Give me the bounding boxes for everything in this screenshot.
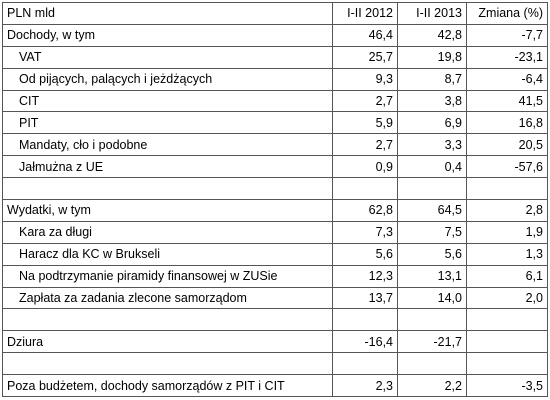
value-cell: 64,5: [397, 199, 467, 222]
blank-cell: [332, 308, 398, 332]
blank-cell: [397, 352, 467, 376]
value-cell: 8,7: [397, 67, 467, 91]
header-cell: Zmiana (%): [466, 2, 548, 25]
value-cell: 2,7: [332, 89, 398, 113]
value-cell: 13,1: [397, 264, 467, 288]
blank-cell: [397, 308, 467, 332]
data-row: VAT 25,7 19,8 -23,1: [2, 45, 548, 69]
data-row: Na podtrzymanie piramidy finansowej w ZU…: [2, 264, 548, 288]
data-row: Mandaty, cło i podobne 2,7 3,3 20,5: [2, 133, 548, 157]
value-cell: 13,7: [332, 286, 398, 310]
value-cell: 16,8: [466, 111, 548, 135]
header-cell: PLN mld: [2, 2, 333, 25]
value-cell: 5,9: [332, 111, 398, 135]
row-label: Haracz dla KC w Brukseli: [2, 242, 333, 266]
data-row: Od pijących, palących i jeżdżących 9,3 8,7…: [2, 67, 548, 91]
data-row: PIT 5,9 6,9 16,8: [2, 111, 548, 135]
blank-cell: [332, 177, 398, 201]
blank-cell: [466, 352, 548, 376]
value-cell: 41,5: [466, 89, 548, 113]
row-label: Dochody, w tym: [2, 23, 333, 47]
value-cell: 1,9: [466, 220, 548, 244]
value-cell: 5,6: [332, 242, 398, 266]
blank-cell: [2, 177, 333, 201]
value-cell: -16,4: [332, 330, 398, 354]
header-cell: I-II 2013: [397, 2, 467, 25]
row-label: VAT: [2, 45, 333, 69]
value-cell: 2,7: [332, 133, 398, 157]
value-cell: -3,5: [466, 374, 548, 398]
blank-cell: [2, 352, 333, 376]
value-cell: 1,3: [466, 242, 548, 266]
row-label: Mandaty, cło i podobne: [2, 133, 333, 157]
data-row: Dochody, w tym 46,4 42,8 -7,7: [2, 23, 548, 47]
value-cell: 3,3: [397, 133, 467, 157]
value-cell: 2,8: [466, 199, 548, 222]
row-label: Od pijących, palących i jeżdżących: [2, 67, 333, 91]
row-label: Poza budżetem, dochody samorządów z PIT …: [2, 374, 333, 398]
data-row: Poza budżetem, dochody samorządów z PIT …: [2, 374, 548, 398]
data-row: CIT 2,7 3,8 41,5: [2, 89, 548, 113]
data-row: Jałmużna z UE 0,9 0,4 -57,6: [2, 155, 548, 179]
value-cell: -57,6: [466, 155, 548, 179]
value-cell: -21,7: [397, 330, 467, 354]
row-label: Wydatki, w tym: [2, 199, 333, 222]
data-row: Dziura -16,4 -21,7: [2, 330, 548, 354]
value-cell: 25,7: [332, 45, 398, 69]
value-cell: 46,4: [332, 23, 398, 47]
data-row: Zapłata za zadania zlecone samorządom 13,…: [2, 286, 548, 310]
value-cell: 2,2: [397, 374, 467, 398]
row-label: Dziura: [2, 330, 333, 354]
value-cell: 0,4: [397, 155, 467, 179]
blank-cell: [2, 308, 333, 332]
row-label: CIT: [2, 89, 333, 113]
data-row: Wydatki, w tym 62,8 64,5 2,8: [2, 199, 548, 222]
value-cell: 20,5: [466, 133, 548, 157]
value-cell: 5,6: [397, 242, 467, 266]
blank-cell: [466, 177, 548, 201]
value-cell: 2,3: [332, 374, 398, 398]
row-label: Kara za długi: [2, 220, 333, 244]
data-row: Kara za długi 7,3 7,5 1,9: [2, 220, 548, 244]
value-cell: 2,0: [466, 286, 548, 310]
row-label: Jałmużna z UE: [2, 155, 333, 179]
value-cell: -23,1: [466, 45, 548, 69]
value-cell: 7,5: [397, 220, 467, 244]
value-cell: 62,8: [332, 199, 398, 222]
data-row: Haracz dla KC w Brukseli 5,6 5,6 1,3: [2, 242, 548, 266]
header-row: PLN mld I-II 2012 I-II 2013 Zmiana (%): [2, 2, 548, 25]
row-label: PIT: [2, 111, 333, 135]
blank-row: [2, 308, 548, 332]
blank-cell: [466, 308, 548, 332]
value-cell: 6,1: [466, 264, 548, 288]
blank-cell: [397, 177, 467, 201]
value-cell: 19,8: [397, 45, 467, 69]
blank-row: [2, 177, 548, 201]
header-cell: I-II 2012: [332, 2, 398, 25]
value-cell: -7,7: [466, 23, 548, 47]
value-cell: 0,9: [332, 155, 398, 179]
value-cell: 7,3: [332, 220, 398, 244]
value-cell: 6,9: [397, 111, 467, 135]
value-cell: 9,3: [332, 67, 398, 91]
blank-cell: [332, 352, 398, 376]
value-cell: 14,0: [397, 286, 467, 310]
value-cell: 42,8: [397, 23, 467, 47]
value-cell: 3,8: [397, 89, 467, 113]
blank-row: [2, 352, 548, 376]
value-cell: 12,3: [332, 264, 398, 288]
empty-cell: [466, 330, 548, 354]
row-label: Na podtrzymanie piramidy finansowej w ZU…: [2, 264, 333, 288]
value-cell: -6,4: [466, 67, 548, 91]
row-label: Zapłata za zadania zlecone samorządom: [2, 286, 333, 310]
